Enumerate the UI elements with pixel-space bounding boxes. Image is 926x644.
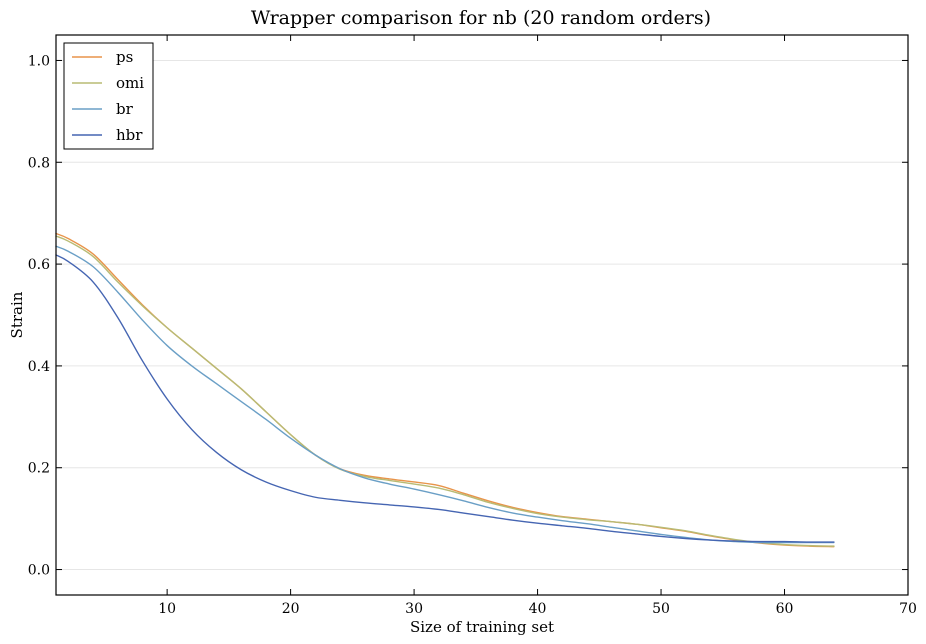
- y-tick-label: 0.4: [28, 359, 50, 375]
- legend-label-br: br: [116, 100, 134, 118]
- x-tick-label: 40: [529, 601, 547, 617]
- y-tick-label: 1.0: [28, 53, 50, 69]
- legend-label-ps: ps: [116, 48, 133, 66]
- x-tick-label: 50: [652, 601, 670, 617]
- y-tick-label: 0.2: [28, 461, 50, 477]
- y-tick-label: 0.8: [28, 155, 50, 171]
- x-tick-label: 30: [405, 601, 423, 617]
- x-axis-label: Size of training set: [410, 618, 554, 636]
- series-line-ps: [55, 232, 835, 548]
- legend-box: [63, 42, 154, 150]
- series-line-hbr: [55, 254, 835, 543]
- plot-frame: [55, 34, 909, 596]
- legend: ps omi br hbr: [63, 42, 154, 150]
- x-tick-label: 20: [282, 601, 300, 617]
- x-tick-label: 10: [158, 601, 176, 617]
- series-line-omi: [55, 235, 835, 547]
- y-axis-label: Strain: [8, 291, 26, 338]
- gridlines: [56, 59, 908, 571]
- chart-title: Wrapper comparison for nb (20 random ord…: [251, 7, 711, 29]
- y-tick-label: 0.6: [28, 257, 50, 273]
- x-tick-label: 70: [899, 601, 917, 617]
- series-lines: [55, 232, 835, 548]
- y-tick-label: 0.0: [28, 563, 50, 579]
- axis-ticks: 0.0 0.2 0.4 0.6 0.8 1.0 10 20 30 40 50 60 70: [28, 35, 917, 617]
- x-tick-label: 60: [776, 601, 794, 617]
- series-line-br: [55, 245, 835, 544]
- legend-label-hbr: hbr: [116, 126, 143, 144]
- legend-label-omi: omi: [116, 74, 144, 92]
